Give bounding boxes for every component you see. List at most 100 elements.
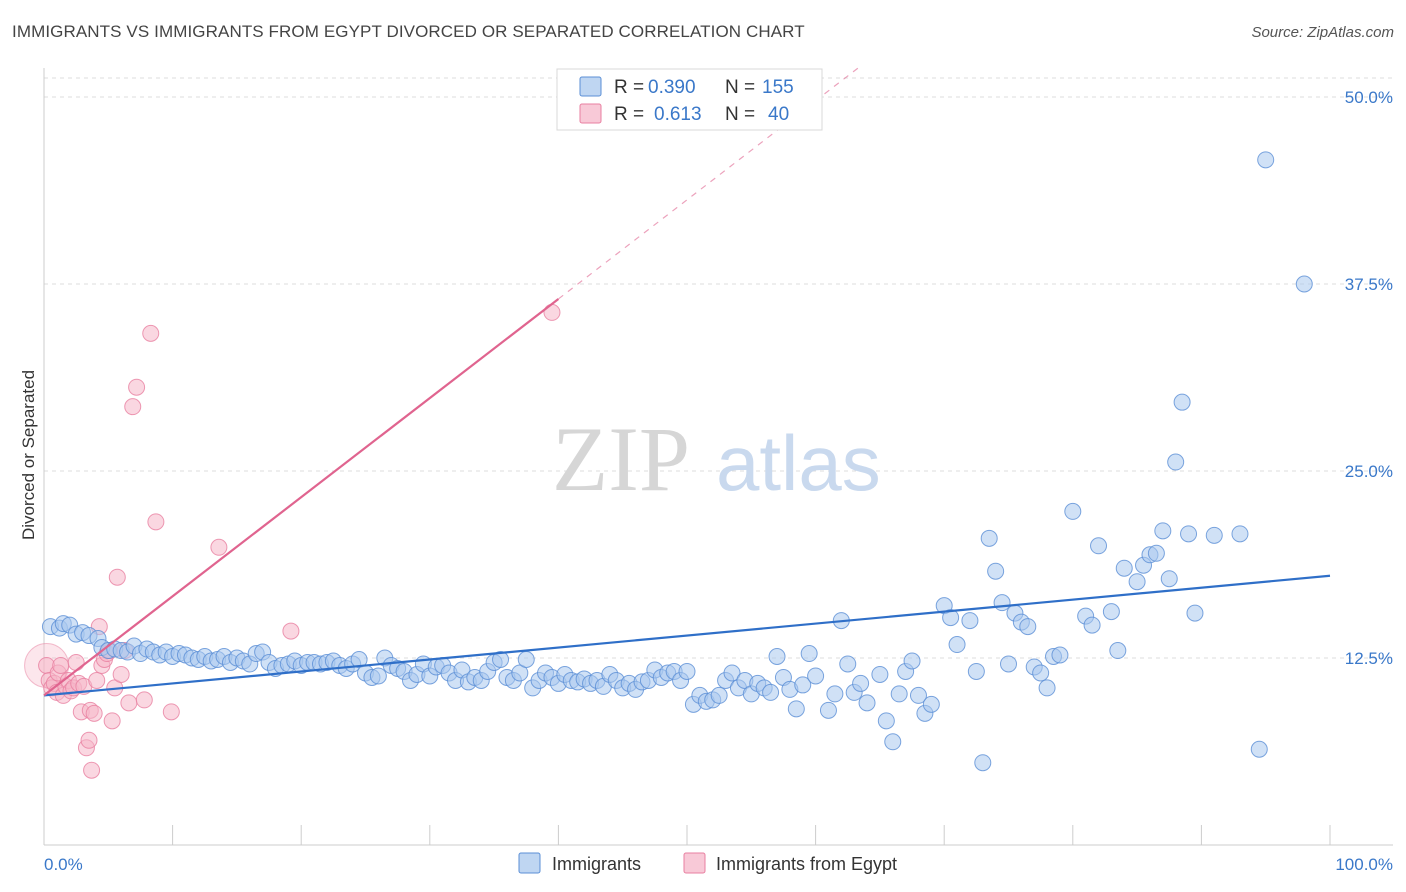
egypt-point-38 xyxy=(162,703,180,721)
egypt-point-6 xyxy=(52,656,70,674)
immigrants-point-168 xyxy=(1173,393,1191,411)
legend-r-label-1: R = xyxy=(614,77,644,98)
bottom-legend-label-egypt: Immigrants from Egypt xyxy=(716,854,897,874)
source-credit: Source: ZipAtlas.com xyxy=(1251,24,1394,41)
immigrants-point-129 xyxy=(884,733,902,751)
immigrants-point-70 xyxy=(492,650,510,668)
egypt-point-41 xyxy=(543,303,561,321)
legend-r-value-2: 0.613 xyxy=(654,104,702,125)
y-axis-title: Divorced or Separated xyxy=(19,370,38,540)
immigrants-point-160 xyxy=(1115,559,1133,577)
watermark: ZIP atlas xyxy=(552,408,881,510)
y-tick-label-1: 25.0% xyxy=(1345,462,1393,481)
egypt-point-35 xyxy=(135,691,153,709)
immigrants-point-140 xyxy=(967,662,985,680)
immigrants-point-175 xyxy=(1295,275,1313,293)
y-tick-label-2: 37.5% xyxy=(1345,275,1393,294)
legend-swatch-immigrants xyxy=(579,76,602,97)
egypt-point-19 xyxy=(83,761,101,779)
legend-n-label-2: N = xyxy=(725,104,755,125)
immigrants-point-139 xyxy=(961,612,979,630)
series-immigrants xyxy=(41,151,1313,772)
immigrants-point-116 xyxy=(787,700,805,718)
trend-lines xyxy=(43,66,1331,697)
immigrants-point-133 xyxy=(909,686,927,704)
immigrants-point-174 xyxy=(1257,151,1275,169)
egypt-point-30 xyxy=(112,665,130,683)
immigrants-point-141 xyxy=(974,754,992,772)
legend-n-value-2: 40 xyxy=(768,104,789,125)
egypt-point-27 xyxy=(103,712,121,730)
legend: R = 0.390 N = 155 R = 0.613 N = 40 xyxy=(556,68,823,131)
egypt-point-39 xyxy=(210,538,228,556)
egypt-point-29 xyxy=(108,568,126,586)
immigrants-point-112 xyxy=(762,683,780,701)
immigrants-point-137 xyxy=(942,609,960,627)
axes xyxy=(43,68,1393,846)
immigrants-point-159 xyxy=(1109,642,1127,660)
egypt-point-20 xyxy=(85,704,103,722)
immigrants-point-132 xyxy=(903,652,921,670)
immigrants-point-126 xyxy=(858,694,876,712)
immigrants-point-142 xyxy=(980,529,998,547)
immigrants-point-121 xyxy=(826,685,844,703)
egypt-point-36 xyxy=(142,324,160,342)
egypt-point-37 xyxy=(147,513,165,531)
immigrants-point-148 xyxy=(1019,618,1037,636)
legend-r-value-1: 0.390 xyxy=(648,77,696,98)
y-tick-label-0: 12.5% xyxy=(1345,649,1393,668)
watermark-atlas: atlas xyxy=(716,419,881,507)
legend-r-label-2: R = xyxy=(614,104,644,125)
y-tick-label-3: 50.0% xyxy=(1345,88,1393,107)
immigrants-point-138 xyxy=(948,636,966,654)
immigrants-point-130 xyxy=(890,685,908,703)
egypt-point-21 xyxy=(88,671,106,689)
immigrants-point-120 xyxy=(819,701,837,719)
x-tick-label-max: 100.0% xyxy=(1335,855,1393,874)
bottom-legend-swatch-immigrants xyxy=(518,852,541,874)
immigrants-point-51 xyxy=(369,667,387,685)
immigrants-point-104 xyxy=(710,686,728,704)
immigrants-point-172 xyxy=(1231,525,1249,543)
immigrants-point-106 xyxy=(723,664,741,682)
immigrants-point-118 xyxy=(800,645,818,663)
immigrants-point-144 xyxy=(993,594,1011,612)
x-axis-ticks xyxy=(43,825,1331,845)
immigrants-point-166 xyxy=(1160,570,1178,588)
bottom-legend: Immigrants Immigrants from Egypt xyxy=(518,852,897,874)
bottom-legend-swatch-egypt xyxy=(683,852,706,874)
immigrants-point-157 xyxy=(1090,537,1108,555)
immigrants-point-117 xyxy=(794,676,812,694)
immigrants-point-173 xyxy=(1250,740,1268,758)
immigrants-point-145 xyxy=(1000,655,1017,673)
egypt-point-34 xyxy=(128,378,146,396)
legend-swatch-egypt xyxy=(579,103,602,124)
immigrants-point-127 xyxy=(871,665,889,683)
immigrants-point-128 xyxy=(877,712,895,730)
immigrants-point-169 xyxy=(1180,525,1198,543)
immigrants-point-165 xyxy=(1154,522,1172,540)
egypt-point-33 xyxy=(124,398,142,416)
y-axis-tick-labels: 12.5% 25.0% 37.5% 50.0% xyxy=(1345,88,1393,668)
immigrants-point-99 xyxy=(678,662,696,680)
immigrants-point-113 xyxy=(768,648,786,666)
bottom-legend-label-immigrants: Immigrants xyxy=(552,854,641,874)
egypt-point-40 xyxy=(282,622,300,640)
legend-n-label-1: N = xyxy=(725,77,755,98)
x-tick-label-min: 0.0% xyxy=(44,855,83,874)
immigrants-point-119 xyxy=(807,667,825,685)
egypt-point-32 xyxy=(120,694,138,712)
egypt-point-17 xyxy=(80,731,98,749)
gridlines xyxy=(44,77,1393,659)
series-immigrants-from-egypt xyxy=(24,303,561,779)
immigrants-point-156 xyxy=(1083,616,1101,634)
immigrants-trend-line xyxy=(43,574,1331,697)
immigrants-point-151 xyxy=(1038,679,1056,697)
immigrants-point-153 xyxy=(1051,646,1069,664)
immigrants-point-161 xyxy=(1128,573,1146,591)
watermark-zip: ZIP xyxy=(552,408,690,510)
egypt-trend-line xyxy=(43,298,560,697)
immigrants-point-164 xyxy=(1147,544,1165,562)
egypt-point-12 xyxy=(67,653,85,671)
